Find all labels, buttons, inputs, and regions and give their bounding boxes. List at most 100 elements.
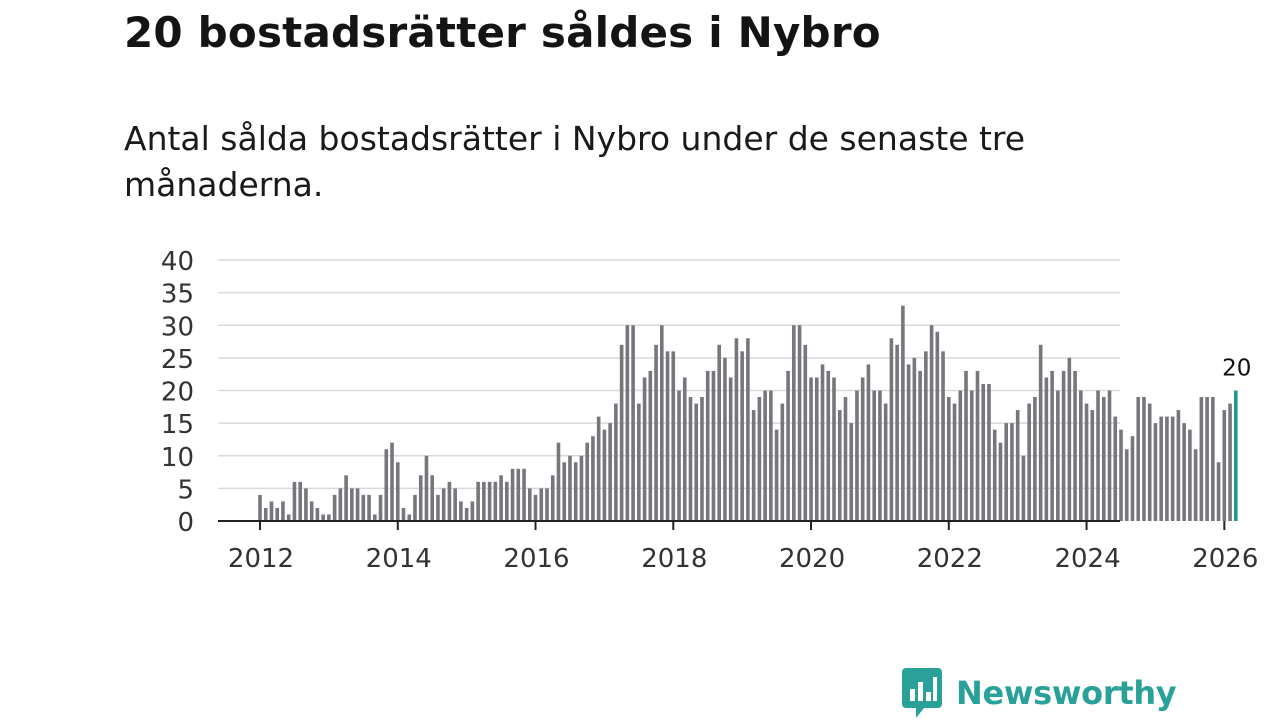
bar	[814, 377, 819, 521]
bar	[441, 488, 446, 522]
bar	[298, 481, 302, 521]
bar	[476, 481, 480, 521]
bar	[918, 370, 922, 521]
newsworthy-logo-icon	[902, 668, 942, 718]
bar	[837, 410, 842, 521]
bar	[384, 449, 389, 521]
bar	[694, 403, 699, 521]
bar	[878, 390, 882, 521]
bar	[757, 397, 762, 521]
bar	[700, 397, 704, 521]
bar	[711, 370, 716, 521]
bar	[746, 338, 750, 521]
bar	[367, 494, 371, 521]
bar	[413, 494, 417, 521]
bar	[596, 416, 601, 521]
bar	[1027, 403, 1031, 521]
bar	[792, 325, 796, 521]
bar	[579, 455, 584, 521]
bar	[562, 462, 567, 521]
bar	[453, 488, 457, 522]
y-tick-label: 30	[161, 312, 194, 342]
bar	[286, 514, 291, 521]
bar	[361, 494, 366, 521]
bar	[1124, 449, 1129, 521]
y-tick-label: 40	[161, 247, 194, 277]
bar	[625, 325, 630, 521]
bar	[1101, 397, 1106, 521]
bar	[332, 494, 337, 521]
bar	[344, 475, 348, 521]
bar	[1176, 410, 1181, 521]
bar	[355, 488, 360, 522]
chart-subtitle: Antal sålda bostadsrätter i Nybro under …	[124, 119, 1026, 204]
bar	[843, 397, 848, 521]
bar	[1182, 423, 1186, 522]
bar	[1113, 416, 1118, 521]
bar	[803, 344, 808, 521]
x-tick-label: 2022	[917, 544, 983, 574]
bar	[304, 488, 308, 522]
bar	[418, 475, 423, 521]
bar	[1228, 403, 1232, 521]
bar	[499, 475, 503, 521]
bar	[820, 364, 825, 521]
bar	[688, 397, 693, 521]
bar	[505, 481, 509, 521]
bar	[1211, 397, 1215, 521]
bar	[975, 370, 980, 521]
bar	[1073, 370, 1077, 521]
bar	[906, 364, 911, 521]
bar	[1165, 416, 1169, 521]
bar	[631, 325, 635, 521]
bar	[774, 429, 779, 521]
x-tick-label: 2024	[1054, 544, 1120, 574]
bar	[1050, 370, 1054, 521]
bar	[889, 338, 894, 521]
highlight-data-label: 20	[1222, 356, 1251, 382]
bar	[648, 370, 653, 521]
bar	[258, 494, 262, 521]
y-tick-label: 5	[177, 475, 194, 505]
bar	[464, 507, 469, 521]
bar	[619, 344, 624, 521]
bar	[1216, 462, 1221, 521]
x-tick-label: 2016	[503, 544, 569, 574]
bar	[1084, 403, 1089, 521]
bar	[309, 501, 314, 521]
bar	[740, 351, 744, 521]
bar	[717, 344, 721, 521]
bar	[350, 488, 354, 522]
bar	[637, 403, 641, 521]
bar	[1119, 429, 1123, 521]
bar	[860, 377, 865, 521]
bar	[1096, 390, 1100, 521]
bar	[533, 494, 538, 521]
bar	[1153, 423, 1158, 522]
bar	[482, 481, 486, 521]
bar	[614, 403, 618, 521]
bar	[671, 351, 676, 521]
bar	[327, 514, 331, 521]
bar	[1107, 390, 1112, 521]
bar	[958, 390, 963, 521]
bar	[568, 455, 572, 521]
bar	[545, 488, 549, 522]
bar	[1044, 377, 1049, 521]
bar	[665, 351, 670, 521]
bar	[556, 442, 561, 521]
bar	[1136, 397, 1141, 521]
bar	[1193, 449, 1198, 521]
x-tick-label: 2020	[779, 544, 845, 574]
bar	[929, 325, 934, 521]
bar	[866, 364, 871, 521]
bar	[769, 390, 773, 521]
bar	[378, 494, 383, 521]
bar	[901, 305, 905, 521]
bar	[832, 377, 836, 521]
bar	[573, 462, 578, 521]
bar	[1061, 370, 1066, 521]
bar	[1038, 344, 1043, 521]
bar	[1033, 397, 1037, 521]
bar	[1090, 410, 1095, 521]
